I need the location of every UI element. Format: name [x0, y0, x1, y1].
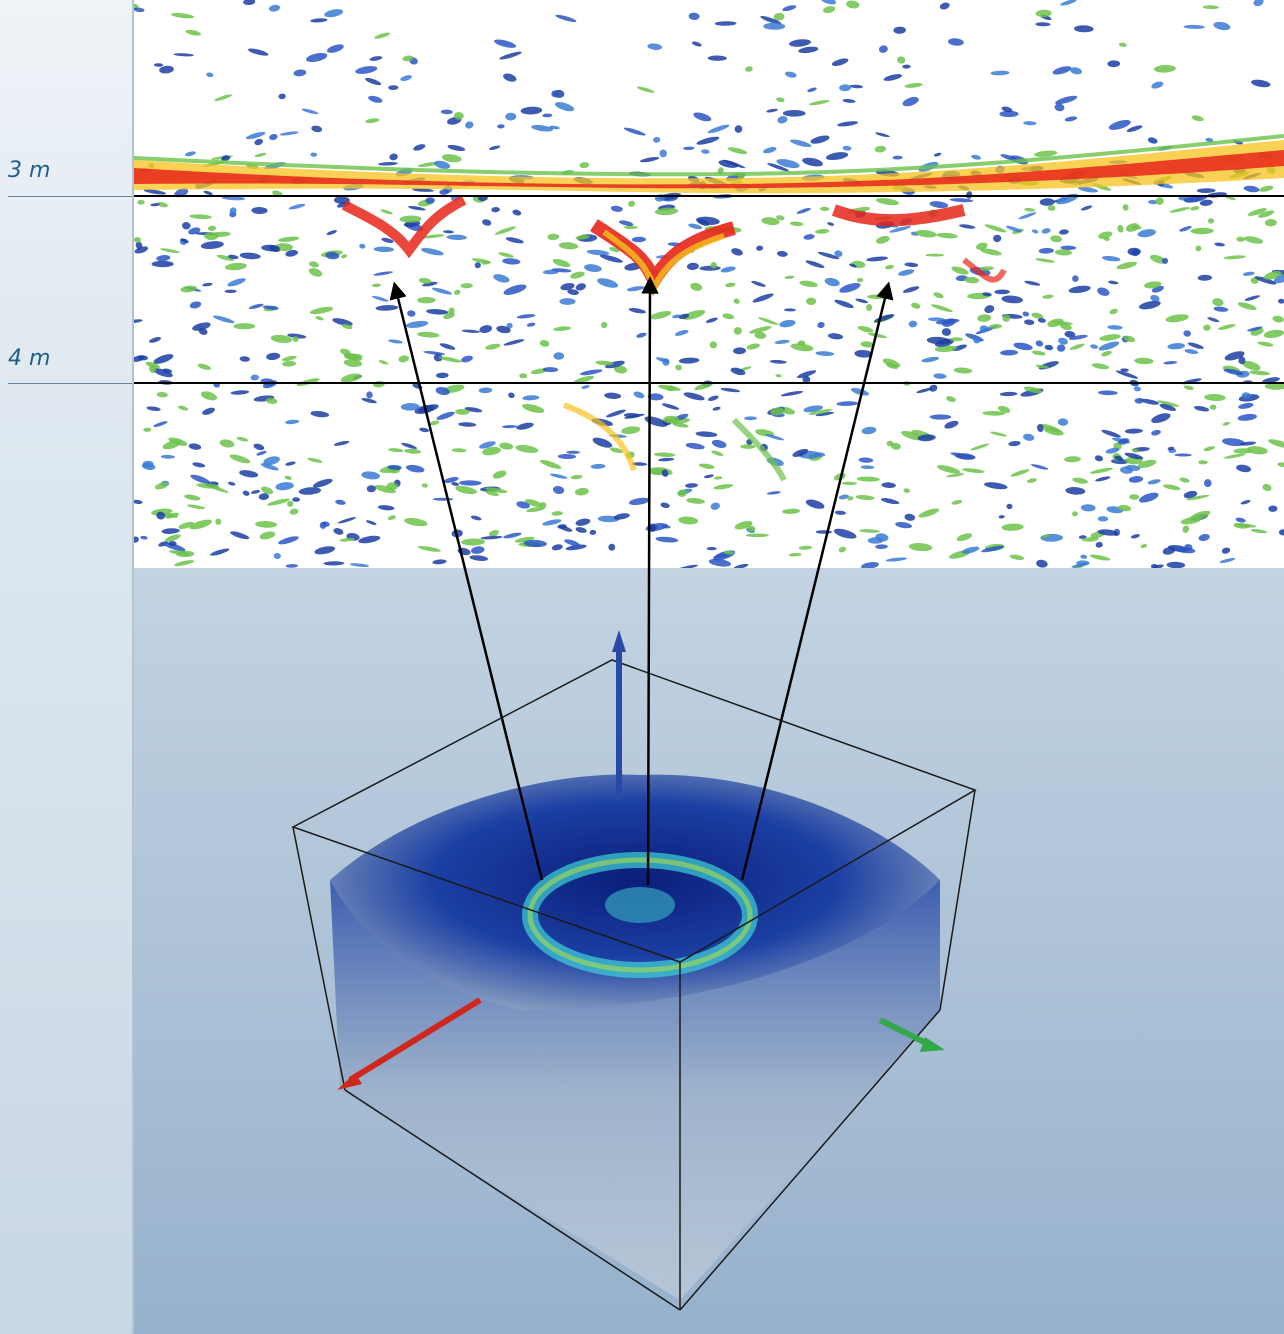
red-axis-arrow-icon	[337, 1073, 362, 1090]
data-volume-cube	[291, 659, 977, 1311]
radargram-image	[134, 0, 1284, 568]
arrow-right	[740, 281, 894, 881]
axis-triad	[337, 630, 945, 1090]
blue-axis-arrow-icon	[612, 630, 626, 652]
depth-rule-4m	[8, 383, 132, 384]
depth-rule-3m	[8, 196, 132, 197]
surface-reflection-band	[134, 134, 1284, 194]
gpr-radargram	[134, 0, 1284, 568]
depth-label-4m: 4 m	[8, 346, 51, 371]
depth-label-3m: 3 m	[8, 158, 51, 183]
correspondence-arrows	[389, 276, 894, 886]
arrow-left	[389, 281, 544, 881]
arrow-center	[641, 276, 659, 886]
green-axis-arrow-icon	[920, 1037, 945, 1052]
depth-scale-strip: 3 m 4 m	[0, 0, 134, 1334]
